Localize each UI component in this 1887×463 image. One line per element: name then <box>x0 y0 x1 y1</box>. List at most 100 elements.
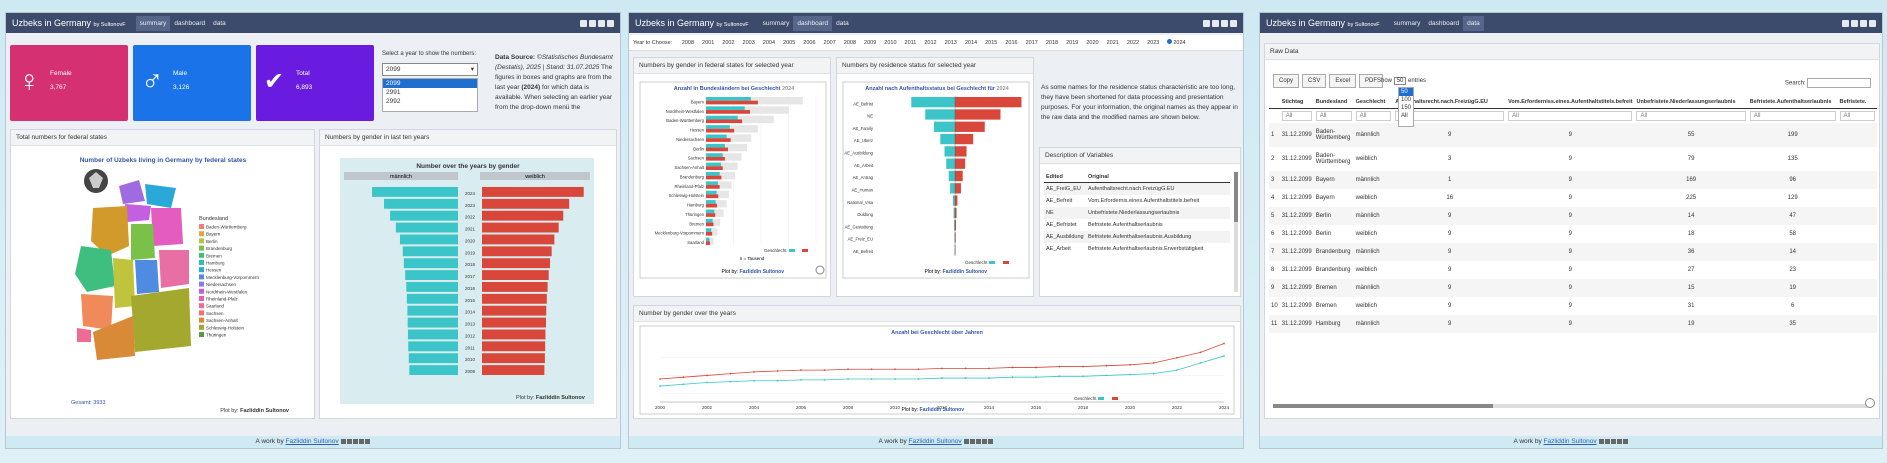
legend-swatch <box>199 303 204 309</box>
year-radio[interactable]: 2002 <box>722 40 734 46</box>
year-select[interactable]: 2099 ▾ <box>382 63 478 76</box>
tab-dashboard[interactable]: dashboard <box>793 15 833 31</box>
year-radio[interactable]: 2013 <box>945 40 957 46</box>
year-radio[interactable]: 2018 <box>1046 40 1058 46</box>
gear-icon[interactable] <box>1230 19 1237 27</box>
author-link[interactable]: Fazliddin Sultonov <box>285 438 339 445</box>
column-header[interactable] <box>1269 96 1280 109</box>
gear-icon[interactable] <box>607 19 614 27</box>
year-radio[interactable]: 2014 <box>965 40 977 46</box>
year-option[interactable]: 2991 <box>386 89 401 96</box>
linkedin-icon[interactable] <box>589 19 596 27</box>
column-filter[interactable]: All <box>1508 111 1633 121</box>
vars-panel: Description of Variables Edited Original … <box>1039 147 1241 297</box>
year-radio[interactable]: 2004 <box>763 40 775 46</box>
column-filter[interactable]: All <box>1749 111 1836 121</box>
web-icon[interactable] <box>1860 19 1867 27</box>
column-filter[interactable]: All <box>1355 111 1392 121</box>
year-radio[interactable]: 2017 <box>1026 40 1038 46</box>
legend-swatch <box>802 249 808 252</box>
year-radio[interactable]: 2019 <box>1066 40 1078 46</box>
male-bar <box>402 246 458 257</box>
github-icon[interactable] <box>580 19 587 27</box>
csv-button[interactable]: CSV <box>1302 74 1327 88</box>
scroll-top-icon[interactable] <box>1865 398 1875 408</box>
year-radio[interactable]: 2023 <box>1147 40 1159 46</box>
year-radio[interactable]: 2016 <box>1005 40 1017 46</box>
year-radio[interactable]: 2010 <box>884 40 896 46</box>
tab-summary[interactable]: summary <box>1393 19 1421 27</box>
length-select[interactable]: 50 <box>1393 77 1407 85</box>
map-region-bw <box>93 316 135 360</box>
column-header[interactable]: Vom.Erforderniss.eines.Aufenthaltstitels… <box>1508 99 1633 105</box>
year-radio[interactable]: 2011 <box>905 40 917 46</box>
table-cell: 23 <box>1789 267 1796 273</box>
github-icon[interactable] <box>1842 19 1849 27</box>
author-link[interactable]: Fazliddin Sultonov <box>908 438 962 445</box>
vars-scrollbar[interactable] <box>1234 172 1238 292</box>
web-icon[interactable] <box>1221 19 1228 27</box>
column-header[interactable]: Befristete. <box>1839 99 1867 105</box>
column-header[interactable]: Stichtag <box>1281 99 1304 105</box>
year-radio[interactable]: 2003 <box>743 40 755 46</box>
year-radio[interactable]: 2015 <box>985 40 997 46</box>
column-header[interactable]: Bundesland <box>1315 99 1348 105</box>
year-radio[interactable]: 2022 <box>1127 40 1139 46</box>
tab-dashboard[interactable]: dashboard <box>1428 19 1460 27</box>
github-icon[interactable] <box>1203 19 1210 27</box>
column-header[interactable]: Geschlecht <box>1355 99 1386 105</box>
gear-icon[interactable] <box>1869 19 1876 27</box>
year-radio[interactable]: 2007 <box>824 40 836 46</box>
year-radio[interactable]: 2024 <box>1167 39 1186 46</box>
year-radio[interactable]: 2005 <box>783 40 795 46</box>
tab-summary[interactable]: summary <box>762 19 790 27</box>
legend-label: Sachsen <box>206 311 224 316</box>
year-option[interactable]: 2099 <box>383 79 477 88</box>
linkedin-icon[interactable] <box>1851 19 1858 27</box>
tab-data[interactable]: data <box>1463 15 1484 31</box>
expand-icon[interactable] <box>815 265 825 275</box>
length-option[interactable]: 50 <box>1399 88 1413 96</box>
legend-swatch <box>199 231 204 237</box>
tab-data[interactable]: data <box>213 19 226 27</box>
search-input[interactable] <box>1807 78 1872 88</box>
state-tick-label: Mecklenburg-Vorpommern <box>655 231 705 236</box>
states-panel: Numbers by gender in federal states for … <box>633 57 831 297</box>
column-filter[interactable]: All <box>1281 111 1312 121</box>
tab-summary[interactable]: summary <box>135 15 171 31</box>
column-header[interactable]: Unbefristete.Niederlassungserlaubnis <box>1636 99 1736 105</box>
column-filter[interactable]: All <box>1839 111 1875 121</box>
male-bar <box>706 228 712 232</box>
year-option[interactable]: 2992 <box>386 98 401 105</box>
year-radio[interactable]: 2008 <box>844 40 856 46</box>
year-radio[interactable]: 2009 <box>864 40 876 46</box>
excel-button[interactable]: Excel <box>1329 74 1357 88</box>
tab-dashboard[interactable]: dashboard <box>174 19 206 27</box>
year-radio[interactable]: 2008 <box>682 40 694 46</box>
year-radio[interactable]: 2021 <box>1107 40 1119 46</box>
year-radio[interactable]: 2020 <box>1086 40 1098 46</box>
column-header[interactable]: Befristete.Aufenthaltserlaubnis <box>1749 99 1832 105</box>
legend-swatch <box>199 296 204 301</box>
column-filter[interactable]: All <box>1315 111 1352 121</box>
horizontal-scrollbar[interactable] <box>1273 404 1869 408</box>
table-cell <box>1838 315 1877 333</box>
column-header[interactable]: Aufenthaltsrecht.nach.FreizügG.EU <box>1395 99 1488 105</box>
tab-data[interactable]: data <box>836 19 849 27</box>
year-radio[interactable]: 2001 <box>702 40 714 46</box>
length-option[interactable]: 100 <box>1401 97 1412 103</box>
linkedin-icon[interactable] <box>1212 19 1219 27</box>
web-icon[interactable] <box>598 19 605 27</box>
pdf-button[interactable]: PDF <box>1359 74 1384 88</box>
author-link[interactable]: Fazliddin Sultonov <box>1543 438 1597 445</box>
year-radio-label: 2006 <box>803 40 816 46</box>
length-option[interactable]: 150 <box>1401 105 1412 111</box>
copy-button[interactable]: Copy <box>1273 74 1300 88</box>
length-option[interactable]: All <box>1401 113 1408 119</box>
year-radio-label: 2002 <box>722 40 735 46</box>
year-tick-label: 2022 <box>465 215 476 220</box>
year-radio[interactable]: 2006 <box>803 40 815 46</box>
year-radio[interactable]: 2012 <box>924 40 936 46</box>
state-tick-label: Nordrhein-Westfalen <box>666 109 705 114</box>
column-filter[interactable]: All <box>1636 111 1746 121</box>
